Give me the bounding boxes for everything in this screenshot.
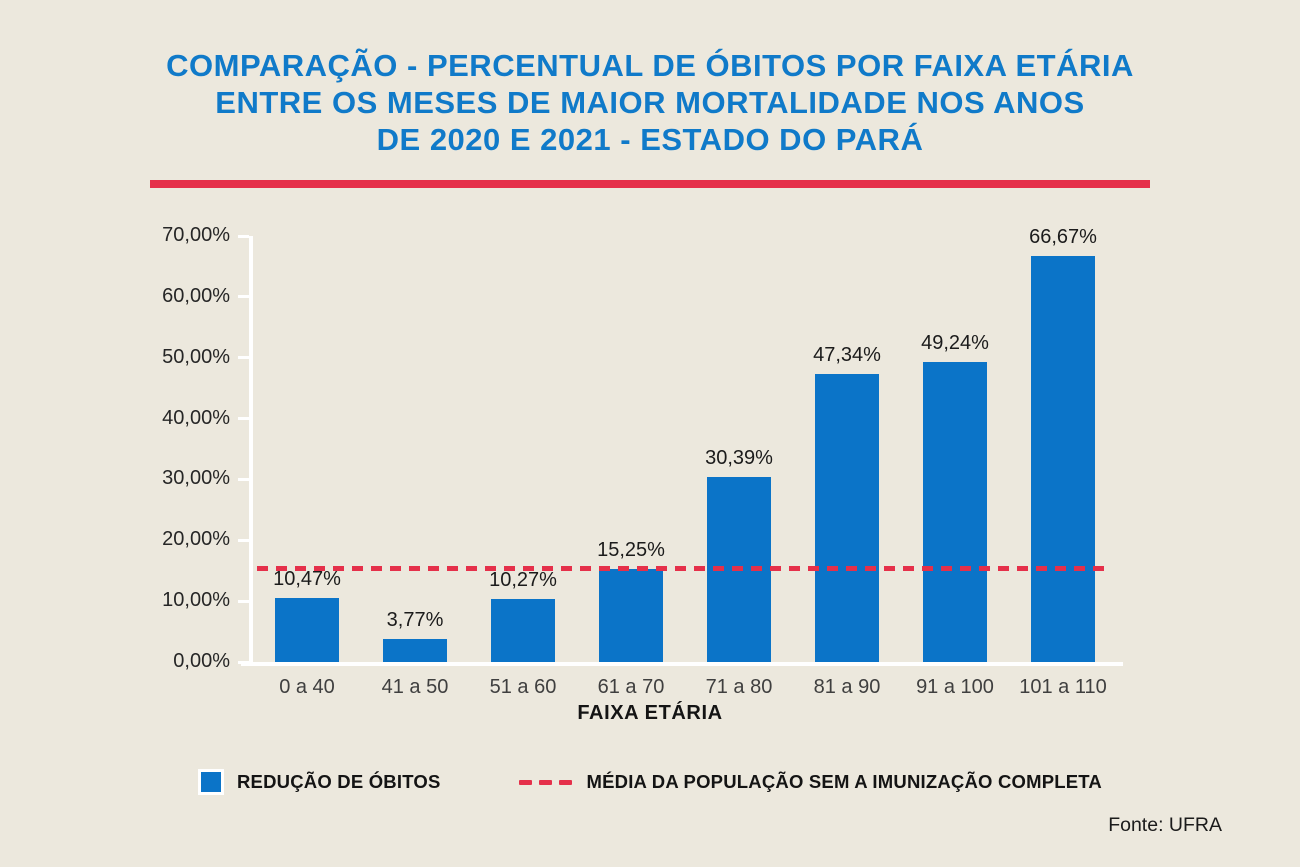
legend-item-reference: MÉDIA DA POPULAÇÃO SEM A IMUNIZAÇÃO COMP… — [518, 771, 1102, 793]
bar-value-label: 10,27% — [489, 569, 557, 592]
bar-value-label: 49,24% — [921, 332, 989, 355]
chart-title: COMPARAÇÃO - PERCENTUAL DE ÓBITOS POR FA… — [0, 47, 1300, 158]
x-axis-line — [241, 662, 1123, 666]
y-tick-mark — [238, 234, 249, 238]
bar — [599, 569, 663, 662]
y-axis-line — [249, 236, 253, 666]
title-divider-rule — [150, 180, 1150, 188]
y-tick-mark — [238, 295, 249, 299]
bar-value-label: 66,67% — [1029, 226, 1097, 249]
bar — [383, 639, 447, 662]
dashed-line-swatch-icon — [518, 779, 572, 785]
bar-value-label: 3,77% — [386, 609, 444, 632]
bar — [923, 362, 987, 662]
chart-title-line-3: DE 2020 E 2021 - ESTADO DO PARÁ — [376, 122, 924, 157]
bar — [1031, 256, 1095, 662]
reference-dashed-line — [257, 566, 1109, 572]
x-tick-label: 101 a 110 — [1019, 676, 1107, 698]
bar-value-label: 30,39% — [705, 447, 773, 470]
source-credit: Fonte: UFRA — [1108, 814, 1222, 836]
x-axis-title: FAIXA ETÁRIA — [577, 702, 723, 724]
y-tick-mark — [238, 599, 249, 603]
y-tick-label: 70,00% — [162, 224, 230, 246]
bar-series-swatch-icon — [198, 769, 224, 795]
plot-area: 0,00% 10,00% 20,00% 30,00% 40,00% 50,00% 60,00… — [162, 224, 1123, 698]
chart-title-line-2: ENTRE OS MESES DE MAIOR MORTALIDADE NOS … — [215, 85, 1085, 120]
y-tick-label: 20,00% — [162, 528, 230, 551]
y-tick-label: 60,00% — [162, 284, 230, 307]
y-tick-label: 40,00% — [162, 406, 230, 429]
legend: REDUÇÃO DE ÓBITOS MÉDIA DA POPULAÇÃO SEM… — [0, 769, 1300, 795]
x-tick-label: 0 a 40 — [279, 676, 335, 698]
y-tick-mark — [238, 356, 249, 360]
chart-title-line-1: COMPARAÇÃO - PERCENTUAL DE ÓBITOS POR FA… — [166, 48, 1134, 83]
bar-value-label: 10,47% — [273, 568, 341, 591]
y-tick-mark — [238, 538, 249, 542]
bar-value-label: 47,34% — [813, 343, 881, 366]
x-tick-label: 41 a 50 — [381, 676, 449, 698]
x-tick-label: 71 a 80 — [705, 676, 773, 698]
legend-item-bars: REDUÇÃO DE ÓBITOS — [198, 769, 441, 795]
y-tick-mark — [238, 477, 249, 481]
x-tick-label: 61 a 70 — [597, 676, 665, 698]
y-tick-label: 0,00% — [173, 650, 230, 672]
legend-label-reference: MÉDIA DA POPULAÇÃO SEM A IMUNIZAÇÃO COMP… — [586, 771, 1102, 792]
y-tick-label: 10,00% — [162, 589, 230, 612]
y-tick-mark — [238, 417, 249, 421]
x-tick-label: 91 a 100 — [916, 676, 994, 698]
y-tick-label: 50,00% — [162, 345, 230, 368]
legend-label-bars: REDUÇÃO DE ÓBITOS — [237, 771, 441, 792]
bar — [491, 599, 555, 662]
bar-value-label: 15,25% — [597, 539, 665, 562]
x-tick-label: 51 a 60 — [489, 676, 557, 698]
bar — [275, 598, 339, 662]
y-tick-mark — [238, 660, 249, 664]
bar — [815, 373, 879, 662]
x-tick-label: 81 a 90 — [813, 676, 881, 698]
y-tick-label: 30,00% — [162, 467, 230, 490]
